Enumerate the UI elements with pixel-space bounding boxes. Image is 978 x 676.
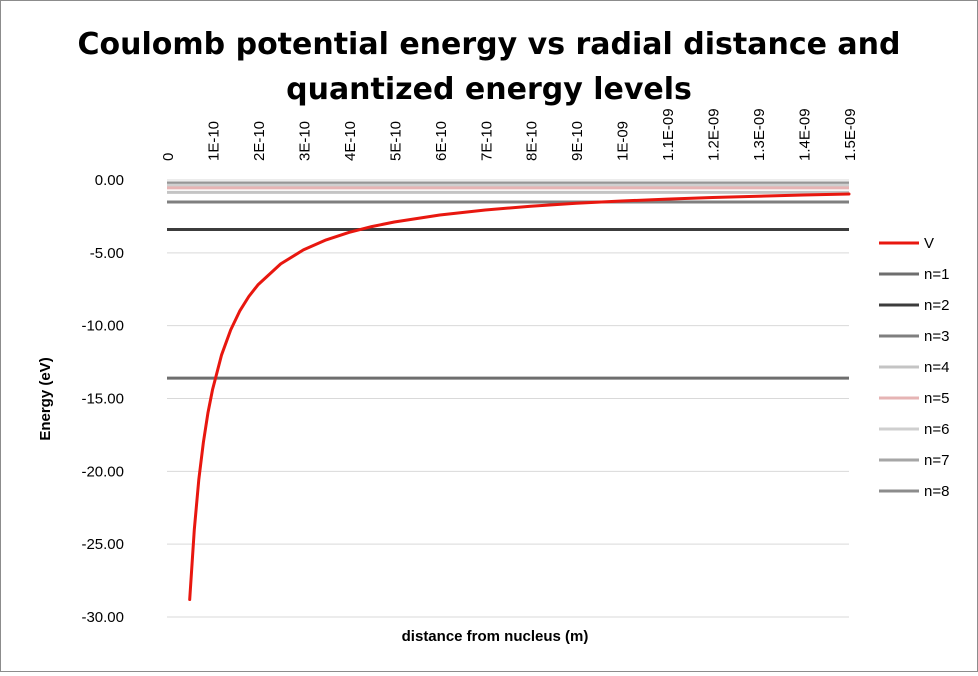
x-tick-label: 1.5E-09	[842, 108, 859, 161]
x-tick-label: 2E-10	[251, 121, 268, 161]
x-tick-label: 1E-09	[615, 121, 632, 161]
x-tick-label: 9E-10	[569, 121, 586, 161]
y-axis-ticks: 0.00 -5.00 -10.00 -15.00 -20.00 -25.00 -30.00	[81, 172, 124, 626]
x-tick-label: 3E-10	[296, 121, 313, 161]
legend-label: n=6	[924, 421, 949, 438]
chart-title-line-2: quantized energy levels	[286, 72, 692, 107]
y-tick-label: 0.00	[95, 172, 124, 189]
legend-label: n=1	[924, 266, 949, 283]
y-axis-title: Energy (eV)	[37, 357, 54, 440]
potential-curve-group	[188, 192, 851, 601]
x-axis-ticks: 0 1E-10 2E-10 3E-10 4E-10 5E-10 6E-10 7E-10 8E-1…	[160, 108, 859, 161]
x-tick-label: 5E-10	[387, 121, 404, 161]
legend-label: n=8	[924, 483, 949, 500]
y-tick-label: -15.00	[81, 391, 124, 408]
legend-label: n=4	[924, 359, 949, 376]
legend-label: V	[924, 235, 934, 252]
energy-levels	[167, 181, 849, 380]
x-tick-label: 1.2E-09	[706, 108, 723, 161]
potential-curve	[188, 192, 851, 601]
x-tick-label: 1.4E-09	[797, 108, 814, 161]
x-axis-title: distance from nucleus (m)	[402, 628, 589, 645]
y-tick-label: -5.00	[90, 245, 124, 262]
chart-title-line-1: Coulomb potential energy vs radial dista…	[78, 27, 901, 62]
x-tick-label: 1.3E-09	[751, 108, 768, 161]
x-tick-label: 0	[160, 153, 177, 161]
x-tick-label: 4E-10	[342, 121, 359, 161]
x-tick-label: 1.1E-09	[660, 108, 677, 161]
legend-label: n=5	[924, 390, 949, 407]
y-tick-label: -20.00	[81, 463, 124, 480]
x-tick-label: 8E-10	[524, 121, 541, 161]
gridlines	[167, 179, 849, 618]
x-tick-label: 1E-10	[205, 121, 222, 161]
y-tick-label: -25.00	[81, 536, 124, 553]
legend-label: n=2	[924, 297, 949, 314]
x-tick-label: 6E-10	[433, 121, 450, 161]
legend-label: n=7	[924, 452, 949, 469]
legend: Vn=1 n=2 n=3 n=4 n=5 n=6 n=7 n=8	[879, 235, 949, 500]
y-tick-label: -10.00	[81, 318, 124, 335]
legend-label: n=3	[924, 328, 949, 345]
y-tick-label: -30.00	[81, 609, 124, 626]
x-tick-label: 7E-10	[478, 121, 495, 161]
